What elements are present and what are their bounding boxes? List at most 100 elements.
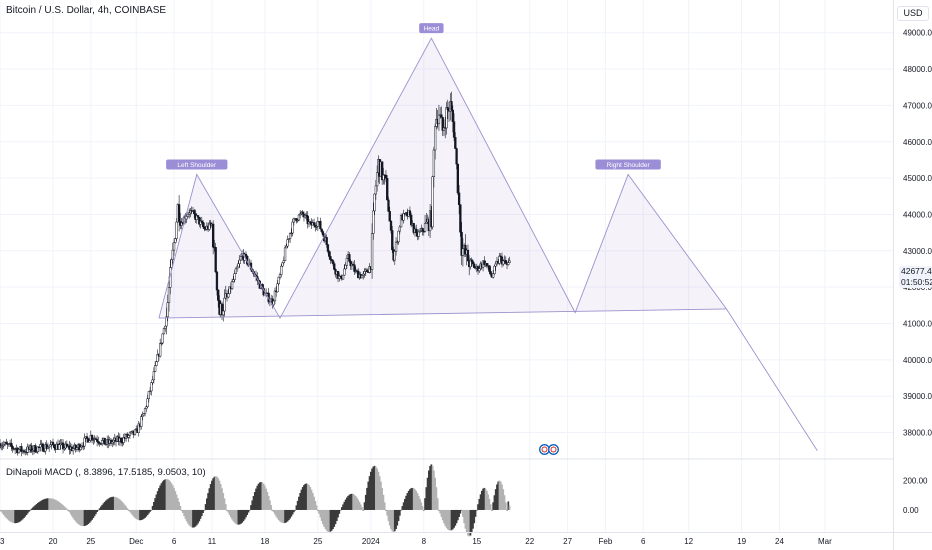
macd-bar: [494, 489, 497, 510]
price-tick-label: 44000.00: [903, 210, 932, 219]
price-candle: [418, 230, 422, 233]
price-candle: [185, 216, 188, 220]
macd-bar: [44, 498, 47, 510]
macd-bar: [189, 509, 192, 527]
macd-bar: [390, 509, 392, 530]
macd-bar: [232, 509, 235, 522]
macd-bar: [358, 501, 361, 510]
price-candle: [177, 204, 181, 222]
macd-bar: [337, 509, 339, 518]
macd-tick-label: 200.00: [903, 477, 928, 486]
price-candle: [171, 249, 174, 260]
macd-bar: [333, 509, 336, 527]
macd-bar: [504, 502, 507, 510]
macd-bar: [156, 491, 159, 510]
macd-bar: [433, 470, 435, 510]
macd-bar: [402, 502, 405, 510]
price-candle: [164, 325, 167, 329]
macd-bar: [218, 480, 221, 510]
macd-bar: [261, 482, 264, 510]
macd-bar: [203, 509, 206, 511]
bar-countdown: 01:50:52: [901, 277, 932, 287]
price-candle: [272, 300, 275, 306]
macd-bar: [393, 509, 396, 532]
price-candle: [150, 382, 153, 392]
pattern-labels: Left Shoulder Head Right Shoulder: [166, 23, 661, 170]
price-candle: [222, 310, 225, 316]
price-candle: [112, 440, 115, 443]
macd-bar: [20, 509, 23, 521]
macd-bar: [309, 487, 312, 510]
macd-bar: [252, 496, 255, 510]
macd-bar: [431, 465, 434, 510]
price-candle: [88, 440, 91, 443]
price-candle: [283, 247, 287, 261]
price-candle: [104, 443, 108, 446]
price-candle: [454, 137, 457, 149]
price-candle: [499, 255, 502, 258]
macd-bar: [289, 509, 291, 519]
macd-bar: [306, 483, 309, 510]
macd-bar: [279, 509, 281, 522]
currency-selector[interactable]: USD: [897, 6, 929, 21]
macd-bar: [281, 509, 284, 523]
macd-bar: [457, 509, 459, 521]
price-candle: [72, 448, 75, 452]
macd-bar: [315, 505, 318, 510]
price-tick-label: 43000.00: [903, 247, 932, 256]
macd-bar: [318, 509, 320, 514]
macd-bar: [284, 509, 286, 523]
time-tick-label: 20: [49, 537, 58, 546]
macd-bar: [366, 487, 368, 510]
price-candle: [165, 316, 168, 327]
price-candle: [349, 261, 352, 267]
time-tick-label: 15: [472, 537, 481, 546]
macd-bar: [405, 495, 407, 510]
macd-bar: [262, 483, 265, 510]
macd-bar: [171, 485, 174, 510]
macd-bar: [499, 481, 502, 510]
price-candle: [13, 448, 17, 450]
macd-bar: [33, 506, 35, 510]
macd-bar: [229, 509, 232, 518]
macd-bar: [100, 506, 102, 510]
price-candle: [235, 266, 239, 270]
macd-bar: [247, 509, 250, 513]
macd-bar: [105, 500, 107, 510]
us-flag-icon[interactable]: [539, 444, 550, 455]
price-candle: [201, 222, 205, 227]
macd-bar: [352, 494, 355, 510]
macd-bar: [165, 479, 168, 510]
macd-bar: [343, 501, 346, 510]
price-candle: [415, 228, 418, 234]
macd-bar: [193, 509, 196, 528]
macd-bar: [474, 509, 477, 517]
macd-bar: [5, 509, 8, 519]
macd-bar: [411, 487, 414, 510]
price-candle: [20, 446, 23, 452]
macd-bar: [486, 490, 488, 510]
macd-bar: [251, 500, 254, 510]
us-flag-icon[interactable]: [548, 444, 559, 455]
price-candle: [336, 271, 340, 279]
price-tick-label: 46000.00: [903, 138, 932, 147]
price-candle: [85, 436, 89, 439]
macd-bar: [4, 509, 6, 517]
price-candle: [94, 438, 98, 440]
macd-bar: [407, 490, 410, 510]
macd-bar: [102, 503, 105, 510]
price-candle: [326, 244, 330, 252]
macd-bar: [223, 498, 226, 510]
macd-bar: [77, 509, 80, 524]
macd-bar: [248, 509, 251, 511]
macd-bar: [435, 487, 438, 510]
price-candle: [37, 446, 41, 448]
macd-bar: [140, 509, 143, 521]
price-candle: [111, 441, 114, 444]
macd-bar: [211, 480, 213, 510]
macd-bar: [59, 503, 62, 510]
macd-bar: [73, 509, 76, 520]
macd-bar: [161, 481, 164, 510]
price-candle: [30, 445, 33, 452]
